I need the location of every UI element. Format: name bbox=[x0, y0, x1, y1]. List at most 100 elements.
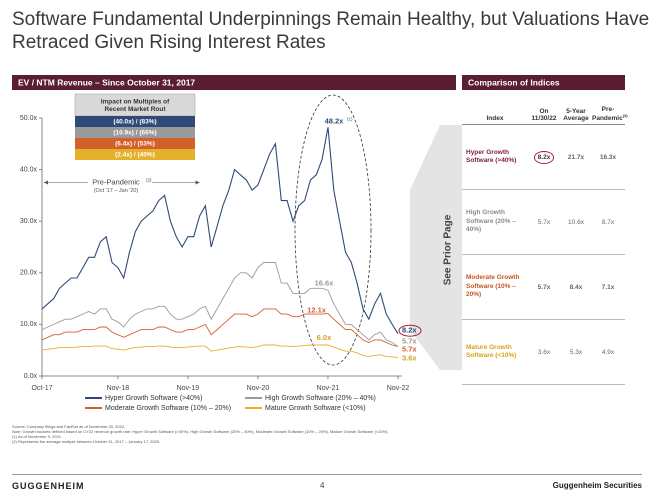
side-note: See Prior Page bbox=[443, 214, 454, 285]
footnote: Note: Growth buckets defined based on CY… bbox=[12, 429, 389, 434]
table-cell: 5.7x bbox=[528, 284, 560, 291]
impact-label: (6.4x) / (53%) bbox=[115, 141, 155, 148]
highlight-circle bbox=[398, 324, 422, 337]
table-cell: 21.7x bbox=[560, 154, 592, 161]
header-text: Index bbox=[486, 115, 504, 122]
cell-text: 8.4x bbox=[569, 283, 583, 291]
data-label: 3.6x bbox=[402, 353, 417, 362]
table-cell: 8.2x bbox=[528, 150, 560, 164]
header-text: 5-Year Average bbox=[563, 108, 589, 122]
cell-text: 5.7x bbox=[537, 283, 551, 291]
footnote: (1) As of November 9, 2021. bbox=[12, 434, 63, 439]
header-cell: 5-Year Average bbox=[560, 108, 592, 122]
company: Guggenheim Securities bbox=[552, 481, 642, 490]
table-header: Index On 11/30/22 5-Year Average Pre-Pandem… bbox=[462, 92, 628, 125]
header-cell: On 11/30/22 bbox=[528, 108, 560, 122]
x-tick-label: Oct-17 bbox=[31, 385, 52, 392]
table-cell: Moderate Growth Software (10% – 20%) bbox=[462, 274, 528, 300]
data-label: 5.7x bbox=[402, 337, 417, 346]
header-text: On 11/30/22 bbox=[531, 108, 557, 122]
table-cell: 16.3x bbox=[592, 154, 624, 161]
data-label: 8.2x bbox=[402, 326, 417, 335]
header-note: (3) bbox=[622, 112, 628, 118]
logo: GUGGENHEIM bbox=[12, 481, 85, 491]
slide-title: Software Fundamental Underpinnings Remai… bbox=[12, 9, 650, 53]
cell-text: Moderate Growth Software (10% – 20%) bbox=[466, 274, 520, 299]
table-cell: 8.7x bbox=[592, 219, 624, 226]
table-cell: 5.3x bbox=[560, 349, 592, 356]
cell-text: 8.2x bbox=[533, 150, 555, 164]
header-bar bbox=[462, 75, 625, 90]
x-tick-label: Nov-18 bbox=[107, 385, 130, 392]
header-text: EV / NTM Revenue – Since October 31, 201… bbox=[18, 77, 195, 87]
cell-text: Hyper Growth Software (>40%) bbox=[466, 148, 517, 165]
series-line bbox=[41, 344, 399, 358]
page-number: 4 bbox=[320, 481, 325, 490]
highlight-ellipse bbox=[294, 94, 372, 366]
cell-text: 10.6x bbox=[568, 218, 584, 226]
table-cell: Hyper Growth Software (>40%) bbox=[462, 149, 528, 166]
impact-row bbox=[75, 127, 195, 138]
header-cell: Pre-Pandemic(3) bbox=[592, 105, 628, 122]
data-label: 12.1x bbox=[307, 306, 327, 315]
x-tick-label: Nov-22 bbox=[387, 385, 410, 392]
data-label: 6.0x bbox=[317, 333, 332, 342]
cell-text: 7.1x bbox=[601, 283, 615, 291]
impact-row bbox=[75, 116, 195, 127]
y-tick-label: 10.0x bbox=[20, 321, 38, 328]
table-row: High Growth Software (20% – 40%) 5.7x 10.6… bbox=[462, 190, 625, 255]
cell-text: Mature Growth Software (<10%) bbox=[466, 343, 517, 360]
legend-label: Hyper Growth Software (>40%) bbox=[105, 395, 202, 402]
table-row: Moderate Growth Software (10% – 20%) 5.7x… bbox=[462, 255, 625, 320]
footnotes: Source: Company filings and FactSet as o… bbox=[12, 424, 642, 444]
table-cell: 5.7x bbox=[528, 219, 560, 226]
legend-label: High Growth Software (20% – 40%) bbox=[265, 395, 376, 402]
cell-text: 8.7x bbox=[601, 218, 615, 226]
y-tick-label: 40.0x bbox=[20, 166, 38, 173]
x-tick-label: Nov-20 bbox=[247, 385, 270, 392]
cell-text: 5.3x bbox=[569, 348, 583, 356]
data-label: 48.2x bbox=[325, 116, 345, 125]
table-row: Mature Growth Software (<10%) 3.6x 5.3x 4.9… bbox=[462, 320, 625, 385]
impact-row bbox=[75, 149, 195, 160]
table-cell: 7.1x bbox=[592, 284, 624, 291]
cell-text: High Growth Software (20% – 40%) bbox=[466, 209, 516, 234]
table-cell: 10.6x bbox=[560, 219, 592, 226]
data-label: 16.6x bbox=[315, 278, 335, 287]
series-line bbox=[41, 308, 399, 348]
y-tick-label: 20.0x bbox=[20, 270, 38, 277]
table-cell: 3.6x bbox=[528, 349, 560, 356]
cell-text: 5.7x bbox=[537, 218, 551, 226]
data-label: 5.7x bbox=[402, 345, 417, 354]
table-cell: 8.4x bbox=[560, 284, 592, 291]
series-line bbox=[41, 127, 399, 334]
callout bbox=[410, 125, 462, 370]
y-tick-label: 0.0x bbox=[24, 373, 38, 380]
footer: GUGGENHEIM 4 Guggenheim Securities bbox=[12, 474, 642, 495]
footnote-ref: (1) bbox=[347, 116, 353, 121]
footnote: Source: Company filings and FactSet as o… bbox=[12, 424, 126, 429]
legend-label: Mature Growth Software (<10%) bbox=[265, 405, 366, 412]
table-cell: High Growth Software (20% – 40%) bbox=[462, 209, 528, 235]
cell-text: 4.9x bbox=[601, 348, 615, 356]
comparison-table: Index On 11/30/22 5-Year Average Pre-Pandem… bbox=[462, 92, 628, 385]
header-cell: Index bbox=[462, 115, 528, 122]
impact-label: (40.0x) / (83%) bbox=[113, 119, 156, 126]
y-tick-label: 30.0x bbox=[20, 218, 38, 225]
impact-row bbox=[75, 138, 195, 149]
series-line bbox=[41, 262, 399, 347]
table-row: Hyper Growth Software (>40%) 8.2x 21.7x 16.… bbox=[462, 125, 625, 190]
footnote: (2) Represents the average multiple betw… bbox=[12, 439, 161, 444]
annotation-ref: (2) bbox=[146, 178, 152, 183]
header-text: Pre-Pandemic bbox=[592, 105, 623, 122]
y-tick-label: 50.0x bbox=[20, 115, 38, 122]
table-cell: Mature Growth Software (<10%) bbox=[462, 344, 528, 361]
cell-text: 21.7x bbox=[567, 153, 585, 161]
legend-label: Moderate Growth Software (10% – 20%) bbox=[105, 405, 231, 412]
header-text: Comparison of Indices bbox=[468, 77, 560, 87]
annotation: (Oct '17 – Jan '20) bbox=[94, 188, 139, 194]
cell-text: 3.6x bbox=[537, 348, 551, 356]
impact-label: (10.9x) / (66%) bbox=[113, 130, 156, 137]
